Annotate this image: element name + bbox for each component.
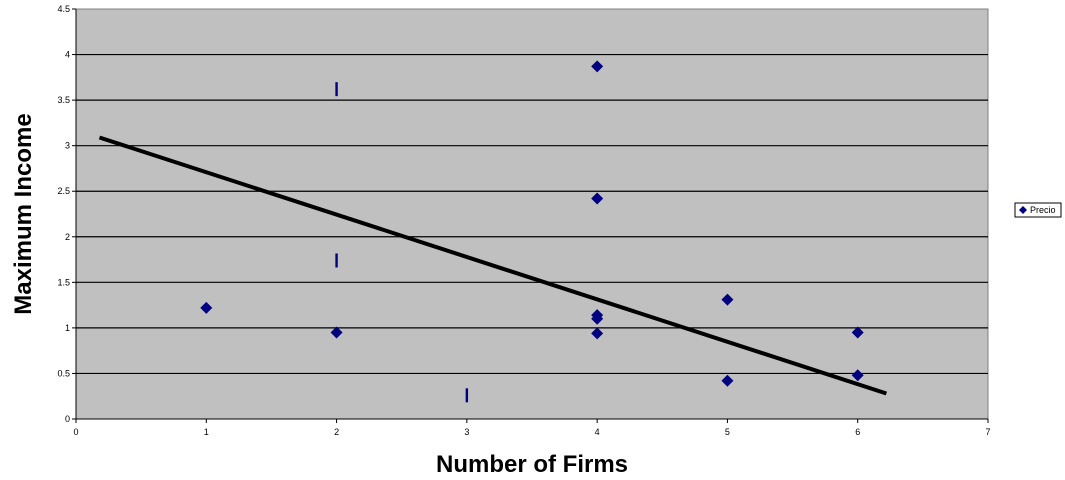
y-tick-label: 2.5 — [57, 186, 70, 196]
y-tick-label: 0.5 — [57, 368, 70, 378]
data-point-diamond — [200, 301, 213, 314]
y-tick-label: 1.5 — [57, 277, 70, 287]
y-tick-labels: 0 0.5 1 1.5 2 2.5 3 3.5 4 4.5 — [57, 4, 70, 424]
data-points — [200, 60, 864, 403]
axes — [72, 8, 989, 423]
x-tick-label: 7 — [985, 427, 990, 437]
data-point-dash — [465, 388, 469, 403]
data-point-diamond — [721, 293, 734, 306]
data-point-diamond — [330, 326, 343, 339]
grid-lines — [76, 53, 988, 375]
trendline — [98, 135, 887, 396]
plot-area — [75, 8, 989, 420]
data-point-diamond — [591, 327, 604, 340]
x-axis-title: Number of Firms — [436, 451, 628, 478]
x-tick-label: 3 — [464, 427, 469, 437]
legend-label-precio: Precio — [1030, 205, 1056, 215]
data-point-diamond — [721, 374, 734, 387]
data-point-diamond — [591, 312, 604, 325]
data-point-diamond — [591, 60, 604, 73]
legend-marker-diamond-icon — [1019, 206, 1027, 214]
x-tick-labels: 0 1 2 3 4 5 6 7 — [73, 427, 990, 437]
y-tick-label: 3 — [65, 141, 70, 151]
x-tick-label: 4 — [595, 427, 600, 437]
data-point-diamond — [851, 326, 864, 339]
legend: Precio — [1014, 202, 1062, 218]
y-tick-label: 0 — [65, 414, 70, 424]
x-tick-label: 0 — [73, 427, 78, 437]
y-axis-title: Maximum Income — [10, 113, 37, 314]
x-tick-label: 5 — [725, 427, 730, 437]
x-tick-label: 1 — [204, 427, 209, 437]
y-tick-label: 3.5 — [57, 95, 70, 105]
data-point-diamond — [591, 192, 604, 205]
trendline-layer — [98, 135, 887, 396]
legend-box — [1014, 202, 1062, 218]
x-tick-label: 6 — [855, 427, 860, 437]
y-tick-label: 2 — [65, 232, 70, 242]
data-point-dash — [335, 253, 338, 268]
y-tick-label: 1 — [65, 323, 70, 333]
y-tick-label: 4.5 — [57, 4, 70, 14]
data-point-dash — [335, 82, 338, 97]
data-point-diamond — [851, 369, 864, 382]
y-tick-label: 4 — [65, 50, 70, 60]
x-tick-label: 2 — [334, 427, 339, 437]
